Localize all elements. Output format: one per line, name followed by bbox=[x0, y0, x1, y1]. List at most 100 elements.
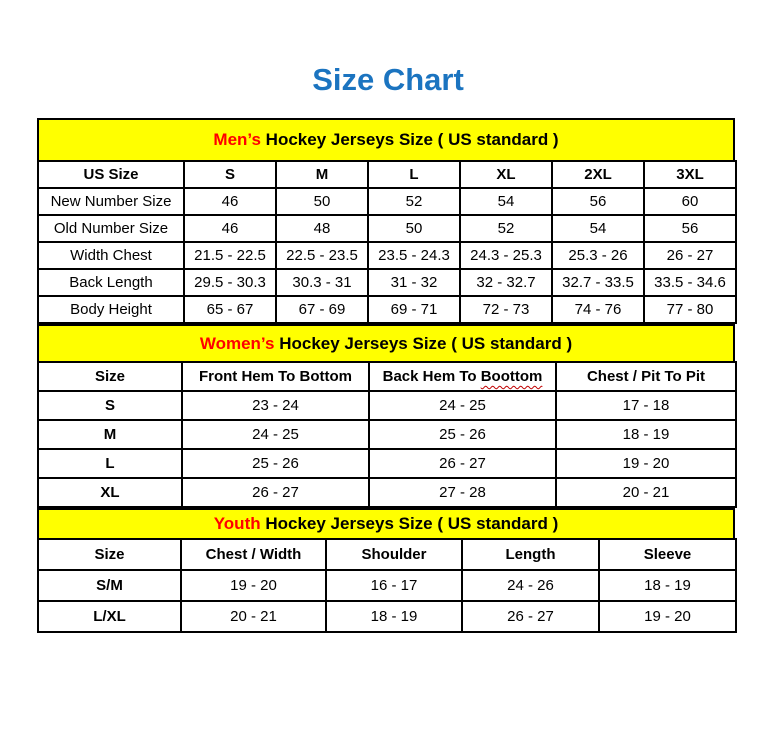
column-header: S bbox=[183, 160, 277, 189]
size-value-cell: 48 bbox=[275, 214, 369, 243]
size-value-cell: 24 - 25 bbox=[368, 390, 557, 421]
size-value-cell: 77 - 80 bbox=[643, 295, 737, 324]
size-value-cell: 32.7 - 33.5 bbox=[551, 268, 645, 297]
size-value-cell: 54 bbox=[459, 187, 553, 216]
row-label: Old Number Size bbox=[37, 214, 185, 243]
row-label: XL bbox=[37, 477, 183, 508]
size-value-cell: 29.5 - 30.3 bbox=[183, 268, 277, 297]
misspelled-word: Boottom bbox=[480, 368, 543, 385]
header-row: US Size S M L XL 2XL 3XL bbox=[37, 160, 737, 189]
header-row: Size Front Hem To Bottom Back Hem To Boott… bbox=[37, 361, 737, 392]
column-header: Size bbox=[37, 538, 182, 571]
size-value-cell: 26 - 27 bbox=[368, 448, 557, 479]
mens-section-accent-text: Men’s bbox=[213, 130, 261, 149]
size-value-cell: 33.5 - 34.6 bbox=[643, 268, 737, 297]
womens-section-title-text: Hockey Jerseys Size ( US standard ) bbox=[274, 333, 573, 353]
size-value-cell: 52 bbox=[367, 187, 461, 216]
size-value-cell: 22.5 - 23.5 bbox=[275, 241, 369, 270]
column-header: Chest / Pit To Pit bbox=[555, 361, 737, 392]
size-value-cell: 19 - 20 bbox=[555, 448, 737, 479]
size-value-cell: 16 - 17 bbox=[325, 569, 463, 602]
row-label: Body Height bbox=[37, 295, 185, 324]
column-header: US Size bbox=[37, 160, 185, 189]
womens-size-table: Size Front Hem To Bottom Back Hem To Boott… bbox=[37, 361, 737, 508]
size-value-cell: 30.3 - 31 bbox=[275, 268, 369, 297]
table-row: L 25 - 26 26 - 27 19 - 20 bbox=[37, 448, 737, 479]
size-value-cell: 60 bbox=[643, 187, 737, 216]
size-value-cell: 65 - 67 bbox=[183, 295, 277, 324]
column-header: Shoulder bbox=[325, 538, 463, 571]
column-header: Length bbox=[461, 538, 600, 571]
size-value-cell: 25 - 26 bbox=[181, 448, 370, 479]
column-header: Chest / Width bbox=[180, 538, 327, 571]
row-label: S/M bbox=[37, 569, 182, 602]
size-value-cell: 46 bbox=[183, 214, 277, 243]
mens-size-table: US Size S M L XL 2XL 3XL New Number Size 46 50 52 5… bbox=[37, 160, 737, 324]
size-value-cell: 21.5 - 22.5 bbox=[183, 241, 277, 270]
youth-size-table: Size Chest / Width Shoulder Length Sleeve S/M… bbox=[37, 538, 737, 633]
row-label: S bbox=[37, 390, 183, 421]
youth-section-accent-text: Youth bbox=[213, 514, 261, 533]
size-value-cell: 23.5 - 24.3 bbox=[367, 241, 461, 270]
size-value-cell: 26 - 27 bbox=[181, 477, 370, 508]
womens-section: Women’s Hockey Jerseys Size ( US standar… bbox=[37, 324, 737, 508]
table-row: L/XL 20 - 21 18 - 19 26 - 27 19 - 20 bbox=[37, 600, 737, 633]
size-value-cell: 26 - 27 bbox=[461, 600, 600, 633]
size-value-cell: 50 bbox=[367, 214, 461, 243]
mens-section: Men’s Hockey Jerseys Size ( US standard … bbox=[37, 118, 737, 324]
size-value-cell: 67 - 69 bbox=[275, 295, 369, 324]
size-value-cell: 19 - 20 bbox=[598, 600, 737, 633]
row-label: Back Length bbox=[37, 268, 185, 297]
table-row: S 23 - 24 24 - 25 17 - 18 bbox=[37, 390, 737, 421]
youth-section-header: Youth Hockey Jerseys Size ( US standard … bbox=[37, 508, 735, 538]
column-header: Size bbox=[37, 361, 183, 392]
size-value-cell: 23 - 24 bbox=[181, 390, 370, 421]
row-label: L bbox=[37, 448, 183, 479]
table-row: XL 26 - 27 27 - 28 20 - 21 bbox=[37, 477, 737, 508]
table-row: Old Number Size 46 48 50 52 54 56 bbox=[37, 214, 737, 243]
table-row: M 24 - 25 25 - 26 18 - 19 bbox=[37, 419, 737, 450]
column-header: 2XL bbox=[551, 160, 645, 189]
size-value-cell: 26 - 27 bbox=[643, 241, 737, 270]
mens-section-header: Men’s Hockey Jerseys Size ( US standard … bbox=[37, 118, 735, 160]
table-row: New Number Size 46 50 52 54 56 60 bbox=[37, 187, 737, 216]
size-value-cell: 24 - 25 bbox=[181, 419, 370, 450]
womens-section-accent-text: Women’s bbox=[199, 333, 275, 353]
size-value-cell: 72 - 73 bbox=[459, 295, 553, 324]
column-header: Front Hem To Bottom bbox=[181, 361, 370, 392]
size-value-cell: 52 bbox=[459, 214, 553, 243]
column-header: Sleeve bbox=[598, 538, 737, 571]
youth-section: Youth Hockey Jerseys Size ( US standard … bbox=[37, 508, 737, 633]
column-header: L bbox=[367, 160, 461, 189]
size-value-cell: 56 bbox=[551, 187, 645, 216]
table-row: Back Length 29.5 - 30.3 30.3 - 31 31 - 32 32… bbox=[37, 268, 737, 297]
size-value-cell: 20 - 21 bbox=[555, 477, 737, 508]
column-header: M bbox=[275, 160, 369, 189]
size-value-cell: 24 - 26 bbox=[461, 569, 600, 602]
column-header: Back Hem To Boottom bbox=[368, 361, 557, 392]
column-header: 3XL bbox=[643, 160, 737, 189]
row-label: New Number Size bbox=[37, 187, 185, 216]
table-row: Body Height 65 - 67 67 - 69 69 - 71 72 - 73 7… bbox=[37, 295, 737, 324]
mens-section-title-text: Hockey Jerseys Size ( US standard ) bbox=[260, 130, 559, 149]
size-value-cell: 50 bbox=[275, 187, 369, 216]
size-value-cell: 32 - 32.7 bbox=[459, 268, 553, 297]
size-value-cell: 18 - 19 bbox=[325, 600, 463, 633]
size-value-cell: 31 - 32 bbox=[367, 268, 461, 297]
size-value-cell: 20 - 21 bbox=[180, 600, 327, 633]
size-value-cell: 17 - 18 bbox=[555, 390, 737, 421]
size-value-cell: 18 - 19 bbox=[598, 569, 737, 602]
size-value-cell: 19 - 20 bbox=[180, 569, 327, 602]
table-row: S/M 19 - 20 16 - 17 24 - 26 18 - 19 bbox=[37, 569, 737, 602]
size-value-cell: 46 bbox=[183, 187, 277, 216]
size-value-cell: 24.3 - 25.3 bbox=[459, 241, 553, 270]
row-label: L/XL bbox=[37, 600, 182, 633]
row-label: Width Chest bbox=[37, 241, 185, 270]
size-value-cell: 56 bbox=[643, 214, 737, 243]
header-row: Size Chest / Width Shoulder Length Sleeve bbox=[37, 538, 737, 571]
table-row: Width Chest 21.5 - 22.5 22.5 - 23.5 23.5 - … bbox=[37, 241, 737, 270]
size-chart: Men’s Hockey Jerseys Size ( US standard … bbox=[37, 118, 737, 633]
row-label: M bbox=[37, 419, 183, 450]
youth-section-title-text: Hockey Jerseys Size ( US standard ) bbox=[260, 514, 559, 533]
size-value-cell: 25 - 26 bbox=[368, 419, 557, 450]
